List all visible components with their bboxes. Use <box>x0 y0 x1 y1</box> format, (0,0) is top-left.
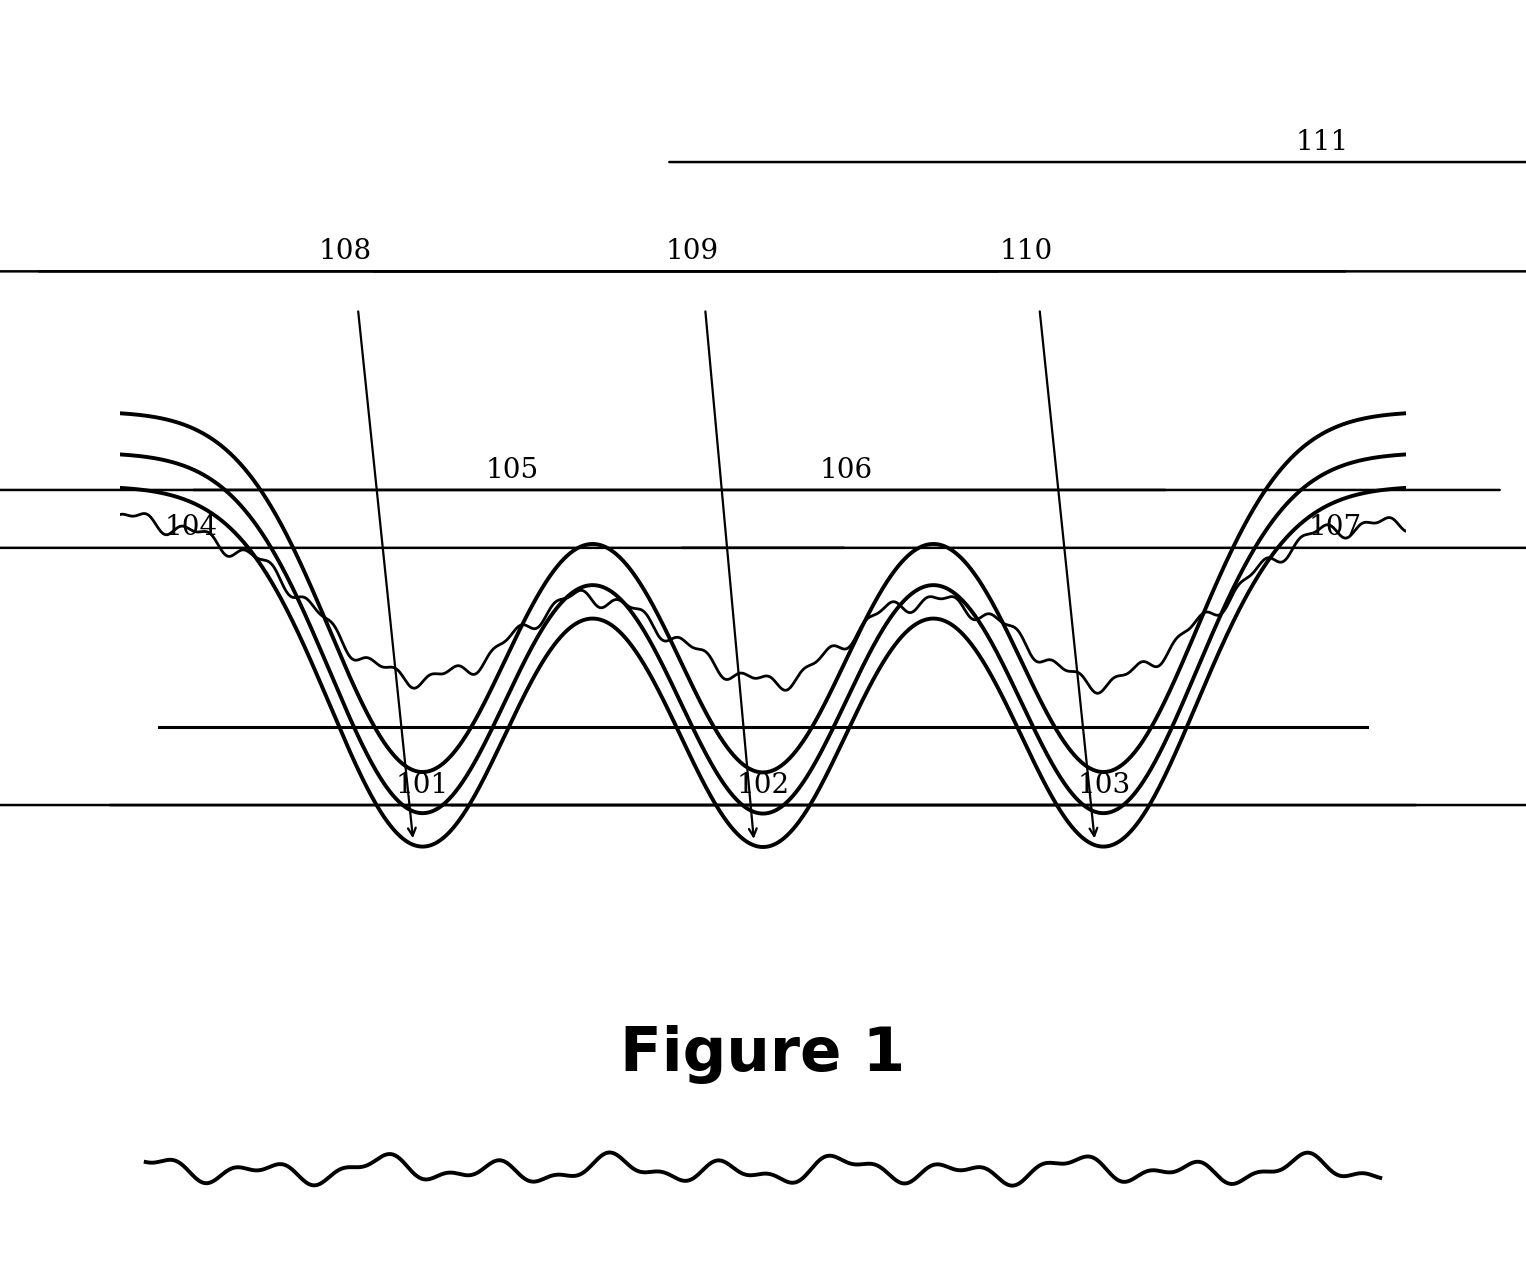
Text: 110: 110 <box>1000 238 1053 265</box>
Text: 104: 104 <box>165 514 217 541</box>
Text: 103: 103 <box>1077 772 1131 799</box>
Text: 101: 101 <box>395 772 449 799</box>
Text: Figure 1: Figure 1 <box>621 1025 905 1084</box>
Text: 102: 102 <box>737 772 789 799</box>
Text: 105: 105 <box>485 457 539 484</box>
Text: 111: 111 <box>1296 129 1349 156</box>
Text: 106: 106 <box>819 457 873 484</box>
Text: 108: 108 <box>319 238 372 265</box>
Text: 109: 109 <box>665 238 719 265</box>
Text: 107: 107 <box>1309 514 1361 541</box>
